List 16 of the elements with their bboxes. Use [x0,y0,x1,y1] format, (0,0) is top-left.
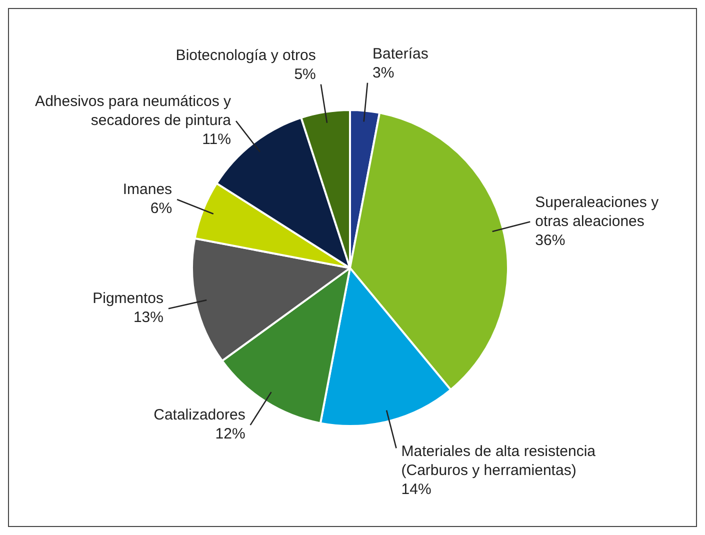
data-label: 11% [202,131,231,148]
slice-label: Catalizadores [154,406,246,424]
slice-label: Adhesivos para neumáticos y secadores de pintura [35,93,232,130]
data-label: 6% [150,200,172,218]
slice-label: Superaleaciones y otras aleaciones [535,194,660,230]
slice-label: Pigmentos [92,290,164,308]
slice-label: Biotecnología y otros [176,46,316,64]
slice-label: Baterías [372,45,428,62]
data-label: 5% [294,66,316,83]
data-label: 12% [215,426,246,443]
data-label: 14% [401,480,432,498]
slice-label: Materiales de alta resistencia (Carburos y herramientas) [401,442,596,479]
slice-label: Imanes [122,181,172,198]
data-label: 36% [535,232,566,249]
data-label: 3% [372,64,394,82]
data-label: 13% [133,309,164,326]
